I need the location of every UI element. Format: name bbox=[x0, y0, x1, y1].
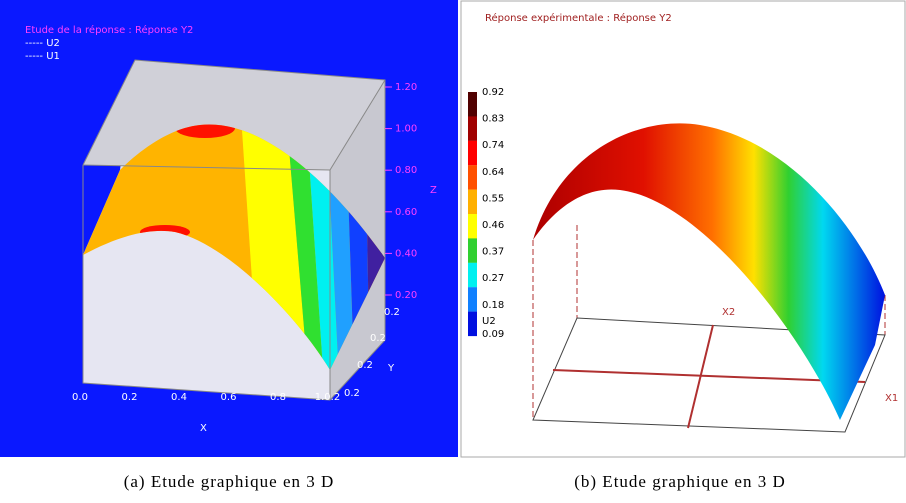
colorbar-cell bbox=[468, 287, 477, 312]
floor-b bbox=[532, 225, 886, 433]
panel-a-title: Etude de la réponse : Réponse Y2 bbox=[25, 24, 193, 36]
z-tick-label: 0.60 bbox=[395, 207, 417, 218]
y-tick-label: 0.2 bbox=[384, 307, 400, 318]
colorbar-tick-label: 0.09 bbox=[482, 329, 504, 340]
x-tick-label: 1.0.2 bbox=[315, 392, 340, 403]
colorbar-tick-label: 0.55 bbox=[482, 193, 504, 204]
x-tick-label: 0.6 bbox=[221, 392, 237, 403]
colorbar-tick-label: 0.27 bbox=[482, 273, 504, 284]
colorbar-tick-label: 0.92 bbox=[482, 87, 504, 98]
colorbar-tick-label: 0.64 bbox=[482, 167, 504, 178]
caption: (a) Etude graphique en 3 D bbox=[124, 472, 335, 491]
z-label: Z bbox=[430, 185, 437, 196]
z-tick-label: 0.20 bbox=[395, 290, 417, 301]
colorbar-tick-label: 0.18 bbox=[482, 300, 504, 311]
colorbar-tick-label: 0.46 bbox=[482, 220, 504, 231]
caption: (b) Etude graphique en 3 D bbox=[574, 472, 786, 491]
y-tick-label: 0.2 bbox=[344, 388, 360, 399]
colorbar-tick-label: 0.83 bbox=[482, 114, 504, 125]
colorbar-cell bbox=[468, 311, 477, 337]
box-edges bbox=[82, 59, 386, 401]
colorbar-cell bbox=[468, 189, 477, 215]
colorbar: 0.92 0.83 0.74 0.64 0.55 0.46 0.37 0.27 0.18 0.09… bbox=[468, 87, 504, 340]
z-tick-label: 0.40 bbox=[395, 248, 417, 259]
panel-a-ticks: 1.20 1.00 0.80 0.60 0.40 0.20 0.0 0.2 0.4 0.6 0.8 1… bbox=[72, 82, 417, 403]
z-tick-label: 1.20 bbox=[395, 82, 417, 93]
y-tick-label: 0.2 bbox=[370, 333, 386, 344]
x-tick-label: 0.0 bbox=[72, 392, 88, 403]
colorbar-cell bbox=[468, 140, 477, 166]
colorbar-cell bbox=[468, 238, 477, 263]
x1-label: X1 bbox=[885, 393, 898, 404]
x-tick-label: 0.8 bbox=[270, 392, 286, 403]
z-tick-label: 0.80 bbox=[395, 165, 417, 176]
panel-b-title: Réponse expérimentale : Réponse Y2 bbox=[485, 12, 672, 24]
colorbar-cell bbox=[468, 92, 477, 117]
x-tick-label: 0.2 bbox=[122, 392, 138, 403]
colorbar-cell bbox=[468, 262, 477, 288]
colorbar-cell bbox=[468, 214, 477, 239]
colorbar-cell bbox=[468, 116, 477, 141]
colorbar-cell bbox=[468, 165, 477, 190]
x2-label: X2 bbox=[722, 307, 735, 318]
colorbar-label: U2 bbox=[482, 316, 496, 327]
legend-entry: ----- U2 bbox=[25, 38, 60, 49]
x-label: X bbox=[200, 423, 207, 434]
x-tick-label: 0.4 bbox=[171, 392, 187, 403]
y-label: Y bbox=[387, 363, 395, 374]
colorbar-tick-label: 0.37 bbox=[482, 247, 504, 258]
surface-b bbox=[533, 123, 885, 420]
z-tick-label: 1.00 bbox=[395, 124, 417, 135]
y-tick-label: 0.2 bbox=[357, 360, 373, 371]
legend-entry: ----- U1 bbox=[25, 51, 60, 62]
colorbar-tick-label: 0.74 bbox=[482, 140, 504, 151]
